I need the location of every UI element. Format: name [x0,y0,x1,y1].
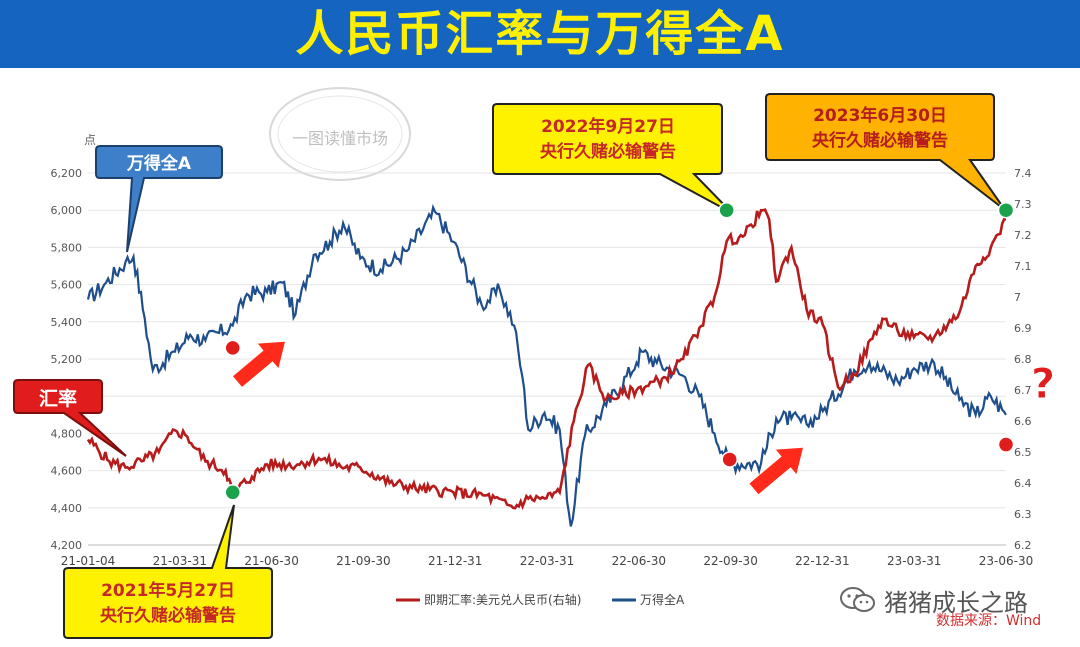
legend-label-rate: 即期汇率:美元兑人民币(右轴) [424,592,581,607]
left-tick-label: 5,800 [51,241,83,254]
left-axis-ticks: 4,2004,4004,6004,8005,0005,2005,4005,600… [51,167,83,552]
right-tick-label: 7.1 [1014,260,1032,273]
title-banner: 人民币汇率与万得全A [0,0,1080,68]
left-tick-label: 6,200 [51,167,83,180]
callout-2022: 2022年9月27日 央行久赌必输警告 [492,103,733,214]
page-title: 人民币汇率与万得全A [295,6,785,62]
x-axis-ticks: 21-01-04 21-03-31 21-06-30 21-09-30 21-12-31… [61,554,1033,568]
wande-label-text: 万得全A [126,153,192,174]
callout-2021-text: 央行久赌必输警告 [100,605,236,626]
green-event-marker [997,201,1015,219]
left-tick-label: 4,200 [51,539,83,552]
wande-label-callout: 万得全A [95,145,223,253]
x-tick-label: 22-12-31 [795,554,849,568]
chart: 4,2004,4004,6004,8005,0005,2005,4005,600… [13,87,1056,639]
series-rate-line [86,208,1007,511]
right-axis-ticks: 6.2 6.3 6.4 6.5 6.6 6.7 6.8 6.9 7 7.1 7.2 7.3 7.4 [1014,167,1032,552]
wechat-icon [840,587,875,612]
green-event-marker [224,484,241,501]
x-tick-label: 21-03-31 [153,554,207,568]
right-tick-label: 7.2 [1014,229,1032,242]
callout-2022-text: 央行久赌必输警告 [540,141,676,162]
x-tick-label: 22-03-31 [520,554,574,568]
series-wande-line [86,203,1007,527]
right-tick-label: 6.9 [1014,322,1032,335]
right-tick-label: 6.3 [1014,508,1032,521]
legend-label-wande: 万得全A [640,592,685,607]
up-arrow-1 [232,341,285,387]
x-tick-label: 21-06-30 [244,554,298,568]
left-tick-label: 6,000 [51,204,83,217]
right-tick-label: 6.2 [1014,539,1032,552]
right-tick-label: 7 [1014,291,1021,304]
watermark: 一图读懂市场 [269,87,411,181]
right-tick-label: 6.7 [1014,384,1032,397]
left-tick-label: 4,600 [51,465,83,478]
x-tick-label: 23-06-30 [979,554,1033,568]
watermark-text: 一图读懂市场 [292,129,388,148]
right-tick-label: 6.5 [1014,446,1032,459]
wechat-account: 猪猪成长之路 [838,584,1070,617]
right-tick-label: 6.8 [1014,353,1032,366]
gridlines [88,172,1006,546]
x-tick-label: 21-12-31 [428,554,482,568]
legend: 即期汇率:美元兑人民币(右轴) 万得全A [396,592,685,607]
right-tick-label: 7.3 [1014,198,1032,211]
left-tick-label: 4,800 [51,427,83,440]
callout-2022-date: 2022年9月27日 [541,116,675,137]
left-tick-label: 5,200 [51,353,83,366]
data-source: 数据来源：Wind [936,613,1042,629]
right-tick-label: 7.4 [1014,167,1032,180]
rate-label-text: 汇率 [39,387,77,410]
red-event-marker [997,436,1015,453]
callout-2023-text: 央行久赌必输警告 [812,130,948,151]
wechat-account-name: 猪猪成长之路 [884,588,1028,617]
green-event-marker [718,201,735,219]
x-tick-label: 23-03-31 [887,554,941,568]
callout-2023: 2023年6月30日 央行久赌必输警告 [765,93,1006,211]
x-tick-label: 21-01-04 [61,554,115,568]
up-arrow-2 [749,447,803,495]
right-tick-label: 6.6 [1014,415,1032,428]
left-tick-label: 5,400 [51,316,83,329]
left-tick-label: 4,400 [51,502,83,515]
x-tick-label: 22-09-30 [703,554,757,568]
right-tick-label: 6.4 [1014,477,1032,490]
left-axis-unit: 点 [84,133,96,147]
rate-label-callout: 汇率 [13,379,127,457]
callout-2021-date: 2021年5月27日 [101,580,235,601]
event-markers [224,201,1015,501]
callout-2021: 2021年5月27日 央行久赌必输警告 [63,504,273,639]
x-tick-label: 22-06-30 [612,554,666,568]
callout-2023-date: 2023年6月30日 [813,105,947,126]
red-event-marker [224,339,241,357]
question-mark: ? [1031,359,1055,408]
left-tick-label: 5,600 [51,279,83,292]
x-tick-label: 21-09-30 [336,554,390,568]
red-event-marker [721,451,738,468]
